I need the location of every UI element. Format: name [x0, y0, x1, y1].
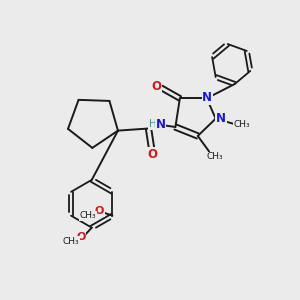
Text: O: O	[76, 232, 86, 242]
Text: CH₃: CH₃	[80, 211, 96, 220]
Text: N: N	[202, 91, 212, 104]
Text: N: N	[155, 118, 166, 131]
Text: CH₃: CH₃	[63, 237, 80, 246]
Text: CH₃: CH₃	[233, 120, 250, 129]
Text: CH₃: CH₃	[207, 152, 224, 161]
Text: H: H	[148, 119, 156, 129]
Text: O: O	[147, 148, 157, 161]
Text: O: O	[151, 80, 161, 93]
Text: O: O	[94, 206, 104, 216]
Text: N: N	[216, 112, 226, 124]
